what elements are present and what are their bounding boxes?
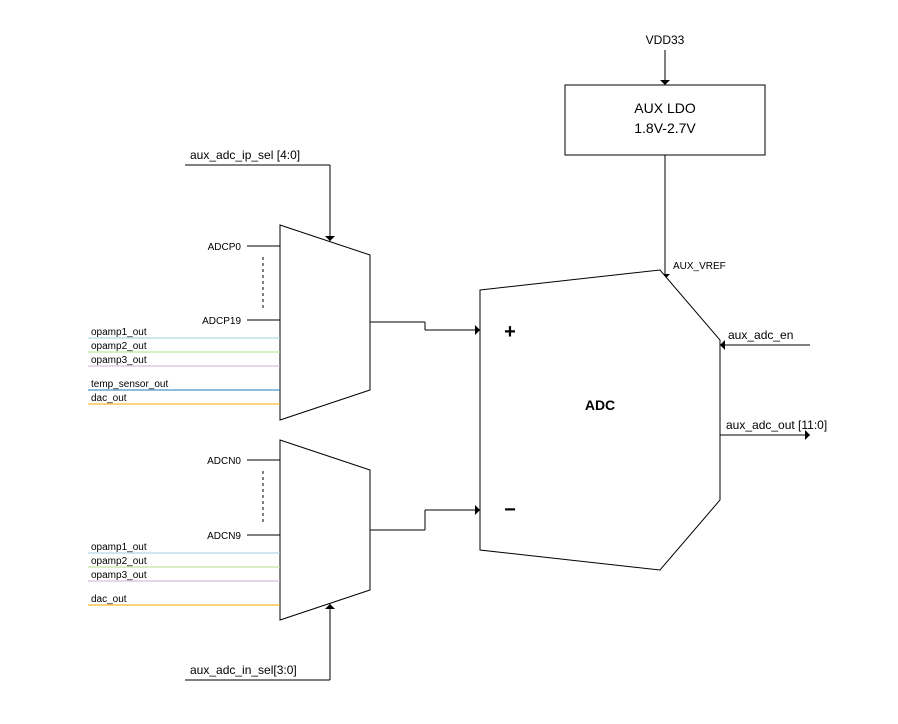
adc-minus-symbol: − xyxy=(504,499,516,521)
vdd33-label: VDD33 xyxy=(646,33,685,47)
adc-plus-symbol: + xyxy=(504,321,516,343)
aux-ldo-range: 1.8V-2.7V xyxy=(634,120,696,136)
dac-out-bot-label: dac_out xyxy=(91,594,127,605)
opamp2-out-top-label: opamp2_out xyxy=(91,341,147,352)
adcn0-label: ADCN0 xyxy=(207,456,241,467)
opamp3-out-top-label: opamp3_out xyxy=(91,355,147,366)
aux-adc-ip-sel-label: aux_adc_ip_sel [4:0] xyxy=(190,148,300,162)
mux-negative xyxy=(280,440,370,620)
opamp1-out-top-label: opamp1_out xyxy=(91,327,147,338)
temp-sensor-out-label: temp_sensor_out xyxy=(91,379,168,390)
opamp1-out-bot-label: opamp1_out xyxy=(91,542,147,553)
adcp0-label: ADCP0 xyxy=(208,242,242,253)
aux-adc-out-label: aux_adc_out [11:0] xyxy=(726,418,827,432)
mux-positive xyxy=(280,225,370,420)
adc-label: ADC xyxy=(585,397,615,413)
adcp19-label: ADCP19 xyxy=(202,316,241,327)
aux-adc-en-label: aux_adc_en xyxy=(728,328,793,342)
aux-ldo-title: AUX LDO xyxy=(634,100,696,116)
adc-block-diagram: VDD33 AUX LDO 1.8V-2.7V AUX_VREF ADC + − aux_ad… xyxy=(0,0,898,724)
opamp2-out-bot-label: opamp2_out xyxy=(91,556,147,567)
dac-out-top-label: dac_out xyxy=(91,393,127,404)
adc-block xyxy=(480,270,720,570)
aux-adc-in-sel-label: aux_adc_in_sel[3:0] xyxy=(190,663,297,677)
aux-vref-label: AUX_VREF xyxy=(673,261,726,272)
adcn9-label: ADCN9 xyxy=(207,531,241,542)
opamp3-out-bot-label: opamp3_out xyxy=(91,570,147,581)
